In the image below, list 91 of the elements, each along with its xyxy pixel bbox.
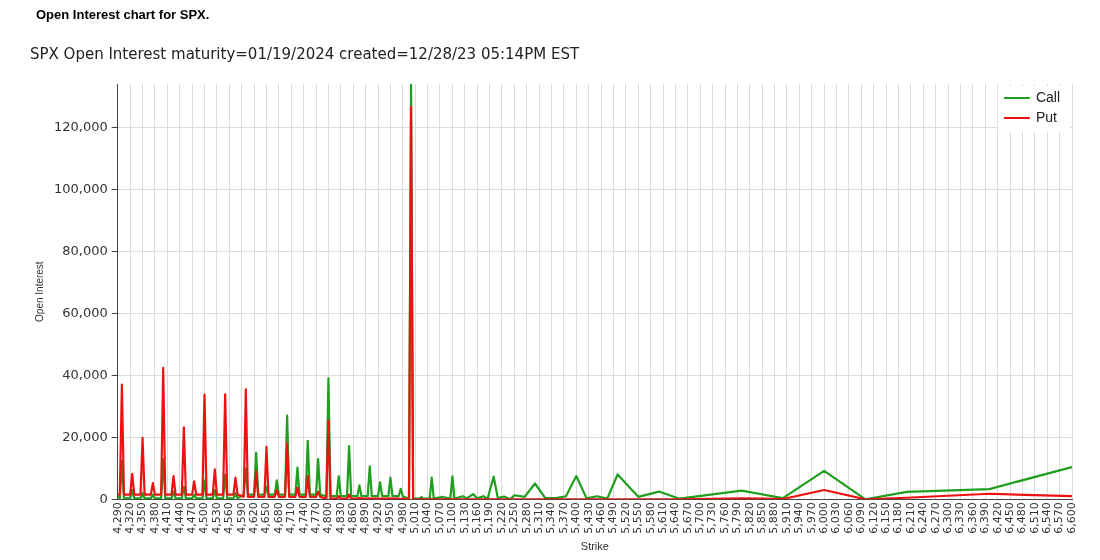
x-tick-label: 5,940 bbox=[792, 502, 806, 534]
y-tick-label: 60,000 bbox=[62, 304, 108, 320]
x-tick-label: 4,680 bbox=[271, 502, 285, 534]
x-tick-label: 4,830 bbox=[333, 502, 347, 534]
x-tick-label: 5,190 bbox=[482, 502, 496, 534]
x-tick-label: 6,000 bbox=[817, 502, 830, 534]
x-tick-label: 5,370 bbox=[556, 502, 570, 534]
x-tick-label: 4,860 bbox=[346, 502, 360, 534]
x-tick-label: 6,180 bbox=[891, 502, 905, 534]
x-tick-label: 6,210 bbox=[903, 502, 917, 534]
x-tick-label: 4,320 bbox=[123, 502, 137, 534]
x-tick-label: 4,410 bbox=[160, 502, 174, 534]
x-tick-label: 5,520 bbox=[618, 502, 632, 534]
x-tick-label: 4,710 bbox=[284, 502, 298, 534]
x-tick-label: 5,100 bbox=[445, 502, 459, 534]
legend-label: Put bbox=[1035, 108, 1058, 125]
x-tick-label: 6,540 bbox=[1040, 502, 1054, 534]
y-tick-label: 80,000 bbox=[62, 242, 108, 258]
x-tick-label: 5,280 bbox=[519, 502, 533, 534]
x-tick-label: 4,560 bbox=[222, 502, 236, 534]
chart-title: Open Interest chart for SPX. bbox=[36, 7, 210, 22]
x-tick-label: 5,700 bbox=[693, 502, 707, 534]
x-tick-label: 6,390 bbox=[978, 502, 992, 534]
x-tick-label: 5,610 bbox=[655, 502, 669, 534]
x-tick-label: 6,330 bbox=[953, 502, 967, 534]
x-tick-label: 4,530 bbox=[209, 502, 223, 534]
x-tick-label: 5,670 bbox=[680, 502, 694, 534]
x-tick-label: 6,090 bbox=[854, 502, 868, 534]
x-tick-label: 6,300 bbox=[940, 502, 954, 534]
y-tick-label: 40,000 bbox=[62, 366, 108, 382]
x-tick-label: 4,740 bbox=[296, 502, 310, 534]
x-tick-label: 6,240 bbox=[916, 502, 930, 534]
x-tick-label: 5,730 bbox=[705, 502, 719, 534]
x-tick-label: 6,480 bbox=[1015, 502, 1029, 534]
legend-label: Call bbox=[1035, 88, 1061, 105]
x-tick-label: 4,290 bbox=[110, 502, 124, 534]
x-tick-label: 5,160 bbox=[470, 502, 484, 534]
y-axis-title: Open Interest bbox=[33, 261, 45, 322]
x-tick-label: 4,380 bbox=[147, 502, 161, 534]
x-tick-label: 5,250 bbox=[507, 502, 521, 534]
x-tick-label: 5,550 bbox=[631, 502, 645, 534]
x-tick-label: 6,060 bbox=[841, 502, 855, 534]
x-tick-label: 4,920 bbox=[370, 502, 384, 534]
x-tick-label: 4,650 bbox=[259, 502, 273, 534]
x-tick-label: 5,070 bbox=[432, 502, 446, 534]
x-tick-label: 4,890 bbox=[358, 502, 372, 534]
x-tick-label: 5,970 bbox=[804, 502, 818, 534]
x-tick-label: 4,500 bbox=[197, 502, 211, 534]
y-tick-label: 120,000 bbox=[53, 118, 108, 134]
x-tick-label: 5,790 bbox=[730, 502, 744, 534]
x-tick-label: 6,420 bbox=[990, 502, 1004, 534]
x-tick-label: 6,270 bbox=[928, 502, 942, 534]
x-tick-label: 5,220 bbox=[494, 502, 508, 534]
x-tick-label: 5,910 bbox=[779, 502, 793, 534]
x-tick-label: 6,450 bbox=[1002, 502, 1016, 534]
x-tick-label: 4,980 bbox=[395, 502, 409, 534]
x-tick-label: 4,620 bbox=[246, 502, 260, 534]
x-tick-label: 5,460 bbox=[593, 502, 607, 534]
x-tick-label: 5,850 bbox=[755, 502, 769, 534]
x-tick-label: 4,440 bbox=[172, 502, 186, 534]
x-tick-label: 4,590 bbox=[234, 502, 248, 534]
x-tick-label: 4,800 bbox=[321, 502, 335, 534]
x-axis-title: Strike bbox=[580, 540, 609, 553]
x-tick-label: 6,570 bbox=[1052, 502, 1066, 534]
x-tick-label: 5,040 bbox=[420, 502, 434, 534]
x-tick-label: 5,130 bbox=[457, 502, 471, 534]
x-tick-label: 6,120 bbox=[866, 502, 880, 534]
y-tick-label: 20,000 bbox=[62, 428, 108, 444]
x-tick-label: 5,430 bbox=[581, 502, 595, 534]
x-tick-label: 6,600 bbox=[1064, 502, 1078, 534]
x-tick-label: 5,310 bbox=[531, 502, 545, 534]
x-tick-label: 5,340 bbox=[544, 502, 558, 534]
x-tick-label: 6,150 bbox=[878, 502, 892, 534]
x-tick-label: 5,490 bbox=[606, 502, 620, 534]
y-tick-label: 100,000 bbox=[53, 180, 108, 196]
x-tick-label: 5,580 bbox=[643, 502, 657, 534]
chart-subtitle: SPX Open Interest maturity=01/19/2024 created=12/28/23 05:14PM EST bbox=[30, 44, 580, 63]
x-tick-label: 6,510 bbox=[1027, 502, 1041, 534]
x-tick-label: 5,760 bbox=[717, 502, 731, 534]
x-tick-label: 5,010 bbox=[408, 502, 422, 534]
x-tick-label: 4,770 bbox=[308, 502, 322, 534]
x-tick-label: 4,470 bbox=[184, 502, 198, 534]
y-tick-label: 0 bbox=[99, 490, 108, 506]
x-tick-label: 5,400 bbox=[569, 502, 583, 534]
x-tick-label: 4,950 bbox=[383, 502, 397, 534]
x-tick-label: 4,350 bbox=[135, 502, 149, 534]
x-tick-label: 5,640 bbox=[668, 502, 682, 534]
x-tick-label: 6,030 bbox=[829, 502, 843, 534]
x-tick-label: 5,820 bbox=[742, 502, 756, 534]
x-tick-label: 5,880 bbox=[767, 502, 781, 534]
x-tick-label: 6,360 bbox=[965, 502, 979, 534]
